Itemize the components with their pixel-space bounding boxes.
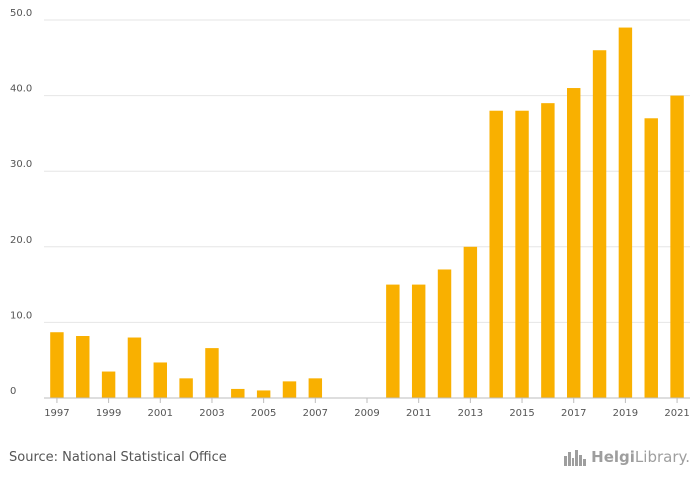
y-tick-label: 0 [10, 386, 16, 397]
bar-2005 [256, 390, 271, 398]
y-tick-label: 10.0 [10, 310, 32, 321]
bar-2016 [541, 103, 555, 398]
bar-2011 [411, 284, 426, 398]
bar-2013 [463, 246, 478, 398]
x-tick-label: 2015 [509, 408, 534, 419]
bar-chart: 0 10.0 20.0 30.0 40.0 50.0 1997 1999 2001 2003 20… [10, 8, 690, 419]
bar-2014 [489, 110, 503, 398]
x-tick-labels: 1997 1999 2001 2003 2005 2007 2009 2011 2013 2015… [44, 408, 690, 419]
y-tick-label: 20.0 [10, 235, 32, 246]
bar-2017 [567, 88, 581, 398]
bar-2001 [153, 362, 167, 398]
city-skyline-icon [564, 450, 587, 466]
x-tick-label: 2009 [354, 408, 379, 419]
bar-1997 [50, 332, 64, 398]
bars [50, 27, 684, 399]
y-tick-labels: 0 10.0 20.0 30.0 40.0 50.0 [10, 8, 32, 397]
helgi-library-logo: HelgiLibrary. [563, 448, 690, 466]
x-tick-label: 1997 [44, 408, 69, 419]
bar-2019 [618, 27, 633, 399]
x-tick-label: 2013 [458, 408, 483, 419]
bar-2002 [179, 378, 193, 398]
y-tick-label: 40.0 [10, 84, 32, 95]
x-tick-label: 1999 [96, 408, 121, 419]
x-tick-label: 2017 [561, 408, 586, 419]
bar-2015 [515, 110, 529, 398]
x-axis [44, 397, 690, 403]
bar-2006 [282, 381, 297, 398]
source-note: Source: National Statistical Office [9, 450, 227, 465]
bar-2018 [592, 50, 607, 399]
x-tick-label: 2007 [303, 408, 328, 419]
x-tick-label: 2011 [406, 408, 431, 419]
bar-2021 [670, 95, 684, 398]
bar-2007 [308, 378, 323, 398]
bar-1999 [101, 371, 116, 398]
y-tick-label: 50.0 [10, 8, 32, 19]
logo-text: HelgiLibrary. [591, 448, 690, 466]
bar-2000 [127, 337, 142, 398]
y-tick-label: 30.0 [10, 159, 32, 170]
bar-2004 [231, 388, 245, 398]
x-tick-label: 2003 [199, 408, 224, 419]
x-tick-label: 2021 [664, 408, 689, 419]
bar-2012 [437, 269, 452, 398]
bar-2020 [644, 118, 658, 398]
bar-2010 [386, 284, 400, 398]
bar-2003 [205, 348, 219, 398]
gridlines [44, 19, 690, 323]
bar-1998 [76, 336, 90, 398]
x-tick-label: 2005 [251, 408, 276, 419]
x-tick-label: 2019 [613, 408, 638, 419]
x-tick-label: 2001 [148, 408, 173, 419]
